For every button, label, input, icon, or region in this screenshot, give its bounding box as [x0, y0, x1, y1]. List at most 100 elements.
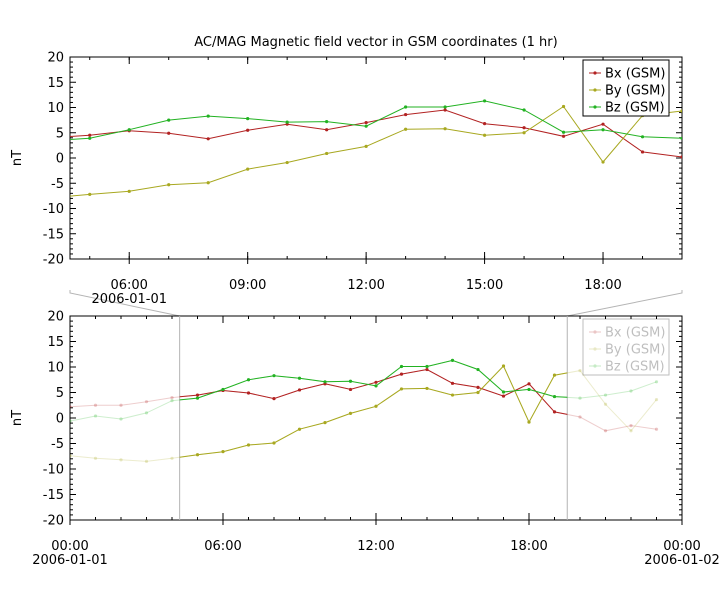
data-point-bz	[654, 380, 659, 384]
y-tick-label: 10	[47, 101, 64, 116]
x-tick-date-label: 2006-01-01	[32, 553, 108, 568]
y-tick-label: -5	[51, 437, 64, 452]
data-point-bz	[285, 120, 289, 124]
data-point-bz	[127, 128, 131, 132]
data-point-by	[552, 373, 557, 377]
data-point-bz	[93, 414, 98, 418]
data-point-bz	[527, 387, 531, 392]
data-point-bz	[522, 108, 526, 112]
data-point-by	[195, 453, 200, 457]
data-point-bz	[325, 120, 329, 124]
data-point-bz	[195, 396, 200, 400]
data-point-bz	[601, 128, 605, 132]
data-point-bx	[170, 396, 174, 400]
data-point-bx	[603, 429, 608, 433]
data-point-bx	[399, 372, 404, 376]
y-tick-label: -5	[51, 177, 64, 192]
y-tick-label: 15	[47, 335, 64, 350]
x-tick-label: 09:00	[229, 278, 266, 293]
data-point-by	[364, 144, 368, 148]
legend-swatch-point	[593, 88, 597, 92]
y-tick-label: -15	[43, 488, 64, 503]
legend-swatch-point	[593, 71, 597, 75]
series-line-bx-faded	[70, 368, 657, 432]
data-point-bz	[482, 99, 487, 103]
data-point-by	[325, 151, 329, 156]
legend-swatch-point	[593, 347, 597, 351]
x-tick-label: 15:00	[466, 278, 503, 293]
data-point-by	[404, 127, 408, 131]
y-tick-label: -20	[43, 514, 64, 529]
data-point-bz	[206, 114, 210, 118]
series-line-by	[179, 365, 568, 458]
data-point-bx	[364, 121, 368, 125]
data-point-bz	[272, 374, 276, 378]
data-point-by	[482, 133, 487, 137]
data-point-bx	[654, 427, 659, 431]
data-point-bz	[170, 399, 174, 403]
data-point-bx	[70, 405, 72, 409]
data-point-bx	[522, 126, 526, 130]
x-tick-label: 12:00	[357, 539, 394, 554]
data-point-bz	[629, 389, 633, 393]
series-line-bz-faded	[70, 359, 657, 422]
data-point-bz	[167, 118, 171, 122]
bottom-panel: 20151050-5-10-15-20nT00:002006-01-0106:0…	[10, 310, 720, 569]
x-tick-label: 12:00	[347, 278, 384, 293]
data-point-bx	[348, 387, 353, 392]
data-point-by	[720, 143, 723, 146]
data-point-by	[399, 387, 404, 391]
data-point-bz	[70, 419, 72, 423]
data-point-bx	[119, 403, 123, 407]
data-point-by	[654, 398, 659, 402]
data-point-bz	[297, 376, 302, 380]
data-point-bx	[297, 388, 302, 392]
series-line-by-faded	[70, 365, 657, 462]
data-point-by	[450, 393, 455, 397]
legend-swatch-point	[593, 105, 597, 109]
data-point-bx	[629, 424, 633, 428]
data-point-bx	[195, 393, 200, 397]
legend-entry-label: Bx (GSM)	[605, 67, 665, 82]
zoom-connectors	[69, 290, 683, 317]
x-tick-label: 06:00	[110, 278, 147, 293]
data-point-bz	[720, 134, 723, 137]
data-point-bx	[680, 155, 682, 159]
data-point-bx	[246, 391, 251, 395]
y-tick-label: 20	[47, 310, 64, 325]
data-point-by	[9, 199, 12, 202]
data-point-by	[323, 420, 327, 425]
data-point-bz	[501, 390, 506, 394]
data-point-bz	[348, 379, 353, 383]
y-tick-label: 5	[56, 386, 64, 401]
data-point-bz	[561, 130, 566, 134]
data-point-bx	[167, 131, 171, 135]
data-point-by	[170, 456, 174, 460]
legend-entry-label: Bx (GSM)	[605, 326, 665, 341]
y-tick-label: 15	[47, 76, 64, 91]
legend-box	[582, 318, 670, 376]
x-tick-label: 18:00	[510, 539, 547, 554]
data-point-bz	[246, 378, 251, 382]
data-point-bx	[144, 400, 149, 404]
data-point-by	[443, 127, 447, 131]
y-tick-label: -15	[43, 227, 64, 242]
data-point-bx	[482, 122, 487, 126]
legend-entry-label: Bz (GSM)	[605, 360, 665, 375]
data-point-bz	[323, 380, 327, 384]
data-point-by	[425, 386, 429, 391]
data-point-bx	[601, 122, 605, 126]
data-point-bx	[9, 140, 12, 143]
data-point-by	[93, 456, 98, 460]
data-point-by	[601, 160, 605, 164]
data-point-by	[561, 104, 566, 109]
legend: Bx (GSM) By (GSM) Bz (GSM)	[582, 318, 670, 376]
data-point-bz	[450, 358, 455, 362]
data-point-bx	[425, 367, 429, 372]
x-tick-label: 18:00	[584, 278, 621, 293]
series-group	[70, 358, 659, 463]
data-point-bz	[425, 364, 429, 369]
data-point-by	[119, 458, 123, 462]
